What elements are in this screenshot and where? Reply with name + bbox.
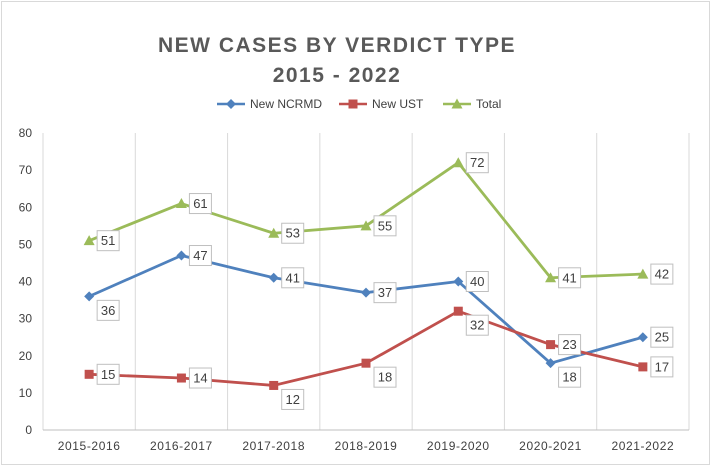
x-tick-label: 2015-2016 xyxy=(58,439,121,453)
grid xyxy=(42,133,690,431)
y-tick-label: 30 xyxy=(19,312,33,326)
data-label-box-new-ncrmd xyxy=(650,326,674,348)
x-tick-label: 2017-2018 xyxy=(242,439,305,453)
chart-subtitle: 2015 - 2022 xyxy=(273,64,402,87)
total-point xyxy=(268,227,280,238)
data-label-total: 72 xyxy=(470,155,484,170)
legend: New NCRMD New UST Total xyxy=(217,97,501,111)
data-label-new-ust: 14 xyxy=(193,371,207,386)
data-label-new-ncrmd: 25 xyxy=(655,330,669,345)
total-point xyxy=(175,198,187,209)
data-label-new-ncrmd: 47 xyxy=(193,248,207,263)
y-tick-label: 40 xyxy=(19,275,33,289)
data-label-total: 55 xyxy=(378,218,392,233)
y-tick-label: 70 xyxy=(19,163,33,177)
y-tick-label: 60 xyxy=(19,200,33,214)
data-label-total: 53 xyxy=(285,226,299,241)
data-label-box-total xyxy=(188,193,212,215)
data-label-new-ust: 17 xyxy=(655,359,669,374)
data-label-box-new-ust xyxy=(281,388,305,410)
data-label-box-new-ust xyxy=(96,363,120,385)
data-label-total: 42 xyxy=(655,267,669,282)
new-ncrmd-point xyxy=(453,276,464,287)
data-label-box-total xyxy=(96,230,120,252)
total-point xyxy=(83,235,95,246)
total-point xyxy=(545,272,557,283)
y-tick-label: 0 xyxy=(25,423,32,437)
y-axis: 0 10 20 30 40 50 60 70 80 xyxy=(19,126,33,437)
data-label-box-new-ust xyxy=(188,367,212,389)
data-label-box-new-ust xyxy=(558,334,582,356)
new-ust-point xyxy=(269,380,279,390)
new-ncrmd-point xyxy=(637,332,648,343)
data-label-box-new-ncrmd xyxy=(465,271,489,292)
x-tick-label: 2016-2017 xyxy=(150,439,213,453)
x-tick-label: 2018-2019 xyxy=(335,439,398,453)
data-label-box-new-ust xyxy=(373,366,397,388)
data-label-box-new-ust xyxy=(465,314,489,336)
data-label-box-new-ncrmd xyxy=(96,299,120,321)
x-tick-label: 2019-2020 xyxy=(427,439,490,453)
y-tick-label: 10 xyxy=(19,386,33,400)
x-axis: 2015-2016 2016-2017 2017-2018 2018-2019 2019… xyxy=(58,439,674,453)
data-label-new-ust: 18 xyxy=(378,370,392,385)
data-label-box-total xyxy=(373,215,397,237)
data-label-box-new-ncrmd xyxy=(373,282,397,304)
new-ust-point xyxy=(84,369,94,379)
data-label-box-total xyxy=(465,152,489,174)
line-chart: NEW CASES BY VERDICT TYPE 2015 - 2022 Ne… xyxy=(19,34,690,453)
y-tick-label: 50 xyxy=(19,237,33,251)
data-label-total: 41 xyxy=(562,270,576,285)
data-label-box-new-ncrmd xyxy=(281,267,305,289)
data-label-total: 61 xyxy=(193,196,207,211)
new-ncrmd-point xyxy=(176,250,187,261)
legend-label-total: Total xyxy=(476,97,501,111)
data-labels: 36 47 41 37 40 18 25 15 14 12 18 32 23 17 51 61 53 55 72 41… xyxy=(96,152,674,410)
data-label-new-ncrmd: 37 xyxy=(378,285,392,300)
data-label-new-ncrmd: 40 xyxy=(470,274,484,289)
x-tick-label: 2021-2022 xyxy=(611,439,674,453)
data-label-box-new-ncrmd xyxy=(188,245,212,267)
data-label-new-ust: 23 xyxy=(562,337,576,352)
data-label-box-total xyxy=(650,263,674,285)
data-label-total: 51 xyxy=(101,233,115,248)
data-label-box-new-ust xyxy=(650,356,674,378)
data-label-new-ust: 12 xyxy=(285,392,299,407)
new-ncrmd-point xyxy=(361,287,371,298)
legend-new-ust-point xyxy=(348,99,358,109)
data-label-new-ncrmd: 18 xyxy=(562,370,576,385)
new-ust-point xyxy=(546,340,556,350)
legend-label-new-ncrmd: New NCRMD xyxy=(250,97,322,111)
new-ust-point xyxy=(361,358,371,368)
y-tick-label: 20 xyxy=(19,349,33,363)
total-point xyxy=(360,220,372,231)
series-group xyxy=(83,157,649,390)
data-label-box-total xyxy=(281,222,305,244)
data-label-new-ust: 32 xyxy=(470,318,484,333)
data-label-new-ncrmd: 41 xyxy=(285,270,299,285)
legend-total-point xyxy=(451,98,463,109)
data-label-new-ncrmd: 36 xyxy=(101,303,115,318)
legend-label-new-ust: New UST xyxy=(372,97,424,111)
new-ncrmd-point xyxy=(84,291,95,302)
total-point xyxy=(452,157,464,168)
new-ust-point xyxy=(176,373,186,383)
data-label-box-total xyxy=(558,267,582,289)
chart-title: NEW CASES BY VERDICT TYPE xyxy=(158,34,516,57)
new-ncrmd-point xyxy=(268,272,279,283)
chart-frame: NEW CASES BY VERDICT TYPE 2015 - 2022 Ne… xyxy=(1,1,710,465)
legend-new-ncrmd-point xyxy=(226,99,236,109)
data-label-box-new-ncrmd xyxy=(558,366,582,388)
new-ust-point xyxy=(453,306,463,316)
data-label-new-ust: 15 xyxy=(101,367,115,382)
new-ncrmd-point xyxy=(545,358,556,369)
total-point xyxy=(637,268,649,279)
new-ust-point xyxy=(638,362,648,372)
x-tick-label: 2020-2021 xyxy=(519,439,582,453)
y-tick-label: 80 xyxy=(19,126,33,140)
